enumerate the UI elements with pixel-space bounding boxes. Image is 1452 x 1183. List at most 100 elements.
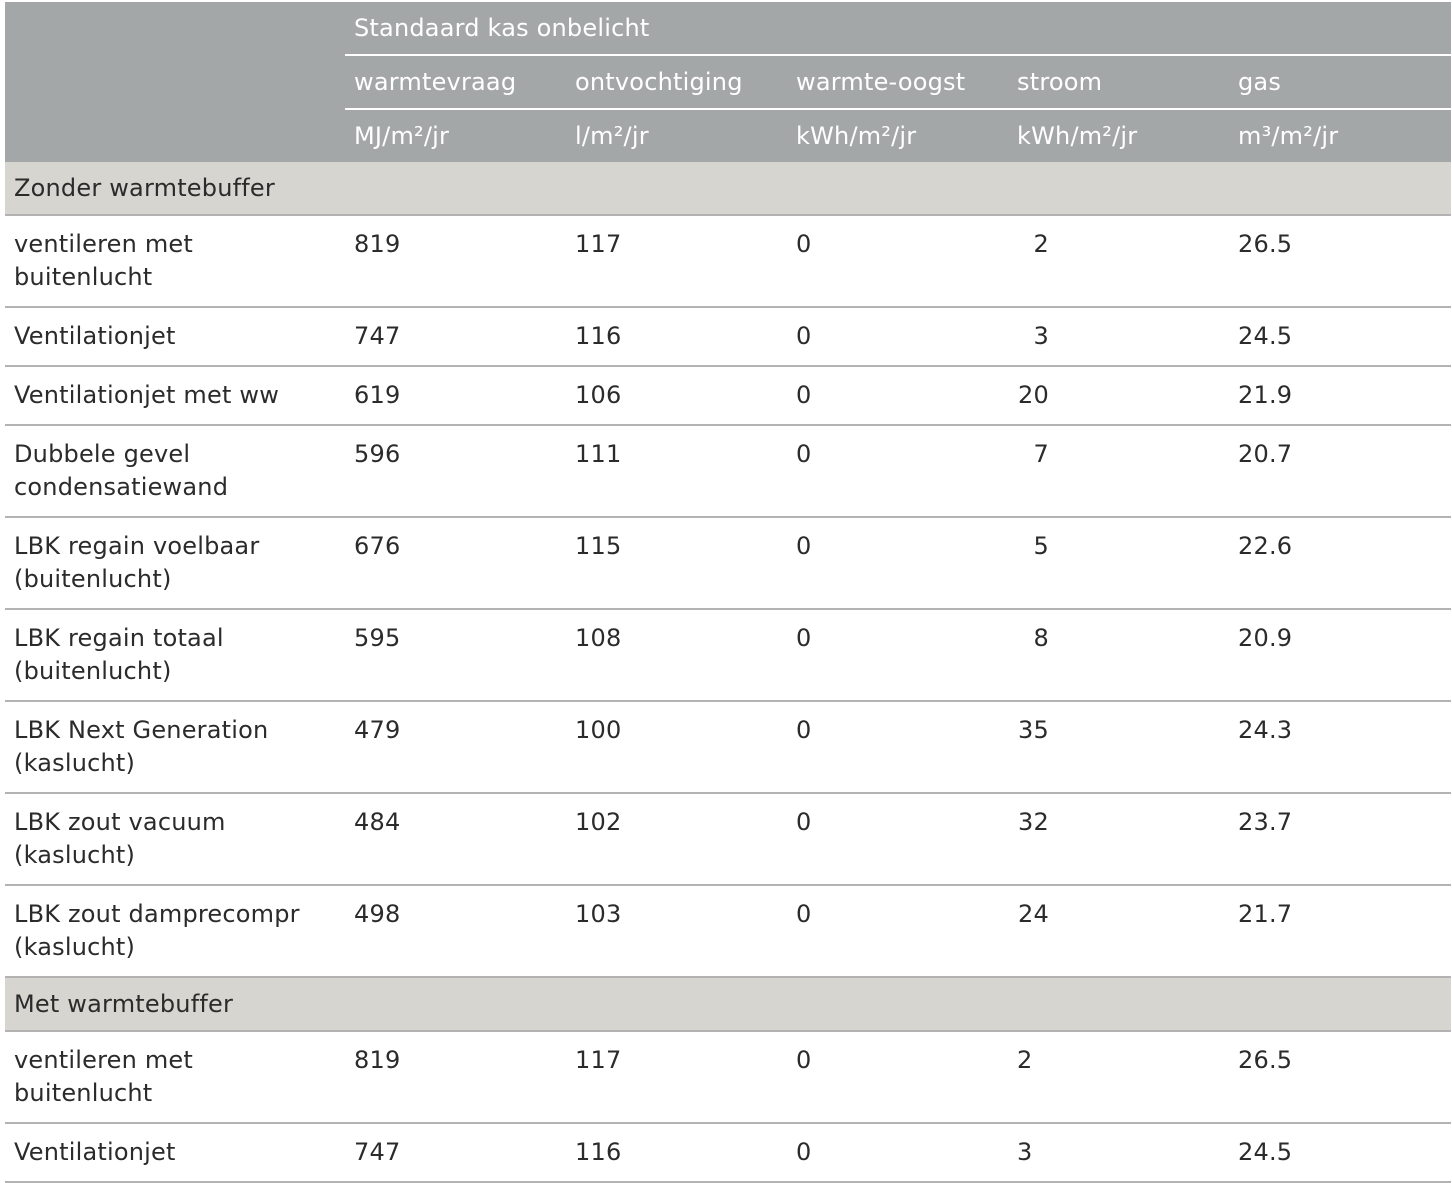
cell-warmte-oogst: 0 (787, 609, 1008, 702)
results-table: Standaard kas onbelicht warmtevraag ontv… (5, 2, 1452, 1183)
table-row: ventileren met buitenlucht 819 117 0 2 2… (5, 215, 1452, 308)
cell-warmte-oogst: 0 (787, 701, 1008, 794)
cell-warmtevraag: 595 (345, 609, 566, 702)
cell-warmtevraag: 819 (345, 1031, 566, 1124)
column-unit-warmtevraag: MJ/m²/jr (345, 109, 566, 162)
column-unit-ontvochtiging: l/m²/jr (566, 109, 787, 162)
stroom-value: 7 (1033, 440, 1049, 468)
cell-stroom: 3 (1008, 1123, 1229, 1183)
table-row: Ventilationjet 747 116 0 3 24.5 (5, 1123, 1452, 1183)
group-title: Standaard kas onbelicht (345, 2, 1452, 56)
table-row: LBK regain voelbaar (buitenlucht) 676 11… (5, 517, 1452, 610)
cell-warmtevraag: 747 (345, 1123, 566, 1183)
column-header-gas: gas (1229, 55, 1452, 110)
cell-gas: 22.6 (1229, 517, 1452, 610)
cell-gas: 20.9 (1229, 609, 1452, 702)
table-row: Ventilationjet met ww 619 106 0 20 21.9 (5, 366, 1452, 426)
cell-warmte-oogst: 0 (787, 517, 1008, 610)
cell-warmte-oogst: 0 (787, 366, 1008, 426)
section-header-met-warmtebuffer: Met warmtebuffer (5, 977, 1452, 1032)
stroom-value: 20 (1018, 381, 1049, 409)
cell-warmte-oogst: 0 (787, 793, 1008, 886)
table-header: Standaard kas onbelicht warmtevraag ontv… (5, 2, 1452, 162)
table-row: Dubbele gevel condensatiewand 596 111 0 … (5, 425, 1452, 518)
cell-stroom: 20 (1008, 366, 1229, 426)
cell-warmte-oogst: 0 (787, 307, 1008, 367)
cell-ontvochtiging: 116 (566, 307, 787, 367)
cell-stroom: 3 (1008, 307, 1229, 367)
cell-gas: 26.5 (1229, 215, 1452, 308)
section-header-zonder-warmtebuffer: Zonder warmtebuffer (5, 162, 1452, 216)
cell-ontvochtiging: 100 (566, 701, 787, 794)
cell-gas: 20.7 (1229, 425, 1452, 518)
row-label: Ventilationjet (5, 1123, 345, 1183)
cell-ontvochtiging: 111 (566, 425, 787, 518)
cell-stroom: 8 (1008, 609, 1229, 702)
cell-warmtevraag: 819 (345, 215, 566, 308)
row-label: LBK zout vacuum (kaslucht) (5, 793, 345, 886)
cell-gas: 24.5 (1229, 307, 1452, 367)
cell-ontvochtiging: 102 (566, 793, 787, 886)
cell-warmtevraag: 596 (345, 425, 566, 518)
cell-stroom: 24 (1008, 885, 1229, 978)
stroom-value: 24 (1018, 900, 1049, 928)
row-label: ventileren met buitenlucht (5, 215, 345, 308)
cell-ontvochtiging: 103 (566, 885, 787, 978)
header-corner (5, 2, 345, 162)
cell-stroom: 35 (1008, 701, 1229, 794)
cell-stroom: 5 (1008, 517, 1229, 610)
stroom-value: 2 (1017, 1046, 1033, 1074)
section-title: Zonder warmtebuffer (5, 162, 1452, 216)
cell-gas: 24.3 (1229, 701, 1452, 794)
cell-warmte-oogst: 0 (787, 1031, 1008, 1124)
stroom-value: 5 (1033, 532, 1049, 560)
cell-stroom: 2 (1008, 215, 1229, 308)
table-row: ventileren met buitenlucht 819 117 0 2 2… (5, 1031, 1452, 1124)
cell-ontvochtiging: 115 (566, 517, 787, 610)
column-unit-warmte-oogst: kWh/m²/jr (787, 109, 1008, 162)
cell-warmtevraag: 619 (345, 366, 566, 426)
table-row: LBK zout vacuum (kaslucht) 484 102 0 32 … (5, 793, 1452, 886)
cell-warmtevraag: 498 (345, 885, 566, 978)
cell-gas: 24.5 (1229, 1123, 1452, 1183)
stroom-value: 3 (1017, 1138, 1033, 1166)
cell-warmte-oogst: 0 (787, 1123, 1008, 1183)
cell-warmtevraag: 479 (345, 701, 566, 794)
cell-gas: 21.9 (1229, 366, 1452, 426)
row-label: LBK regain totaal (buitenlucht) (5, 609, 345, 702)
table-body: Zonder warmtebuffer ventileren met buite… (5, 162, 1452, 1183)
cell-warmte-oogst: 0 (787, 885, 1008, 978)
cell-ontvochtiging: 116 (566, 1123, 787, 1183)
cell-warmtevraag: 484 (345, 793, 566, 886)
cell-gas: 26.5 (1229, 1031, 1452, 1124)
table-row: LBK regain totaal (buitenlucht) 595 108 … (5, 609, 1452, 702)
column-header-ontvochtiging: ontvochtiging (566, 55, 787, 110)
cell-gas: 23.7 (1229, 793, 1452, 886)
stroom-value: 35 (1018, 716, 1049, 744)
table-row: LBK zout damprecompr (kaslucht) 498 103 … (5, 885, 1452, 978)
row-label: Dubbele gevel condensatiewand (5, 425, 345, 518)
column-header-stroom: stroom (1008, 55, 1229, 110)
cell-warmte-oogst: 0 (787, 215, 1008, 308)
row-label: LBK zout damprecompr (kaslucht) (5, 885, 345, 978)
cell-ontvochtiging: 117 (566, 1031, 787, 1124)
cell-warmtevraag: 747 (345, 307, 566, 367)
table-row: LBK Next Generation (kaslucht) 479 100 0… (5, 701, 1452, 794)
row-label: LBK Next Generation (kaslucht) (5, 701, 345, 794)
cell-warmte-oogst: 0 (787, 425, 1008, 518)
column-header-warmte-oogst: warmte-oogst (787, 55, 1008, 110)
cell-gas: 21.7 (1229, 885, 1452, 978)
table-row: Ventilationjet 747 116 0 3 24.5 (5, 307, 1452, 367)
column-unit-stroom: kWh/m²/jr (1008, 109, 1229, 162)
stroom-value: 32 (1018, 808, 1049, 836)
row-label: Ventilationjet (5, 307, 345, 367)
row-label: LBK regain voelbaar (buitenlucht) (5, 517, 345, 610)
cell-stroom: 32 (1008, 793, 1229, 886)
column-header-warmtevraag: warmtevraag (345, 55, 566, 110)
cell-ontvochtiging: 106 (566, 366, 787, 426)
cell-ontvochtiging: 117 (566, 215, 787, 308)
row-label: ventileren met buitenlucht (5, 1031, 345, 1124)
cell-warmtevraag: 676 (345, 517, 566, 610)
stroom-value: 8 (1033, 624, 1049, 652)
stroom-value: 2 (1033, 230, 1049, 258)
